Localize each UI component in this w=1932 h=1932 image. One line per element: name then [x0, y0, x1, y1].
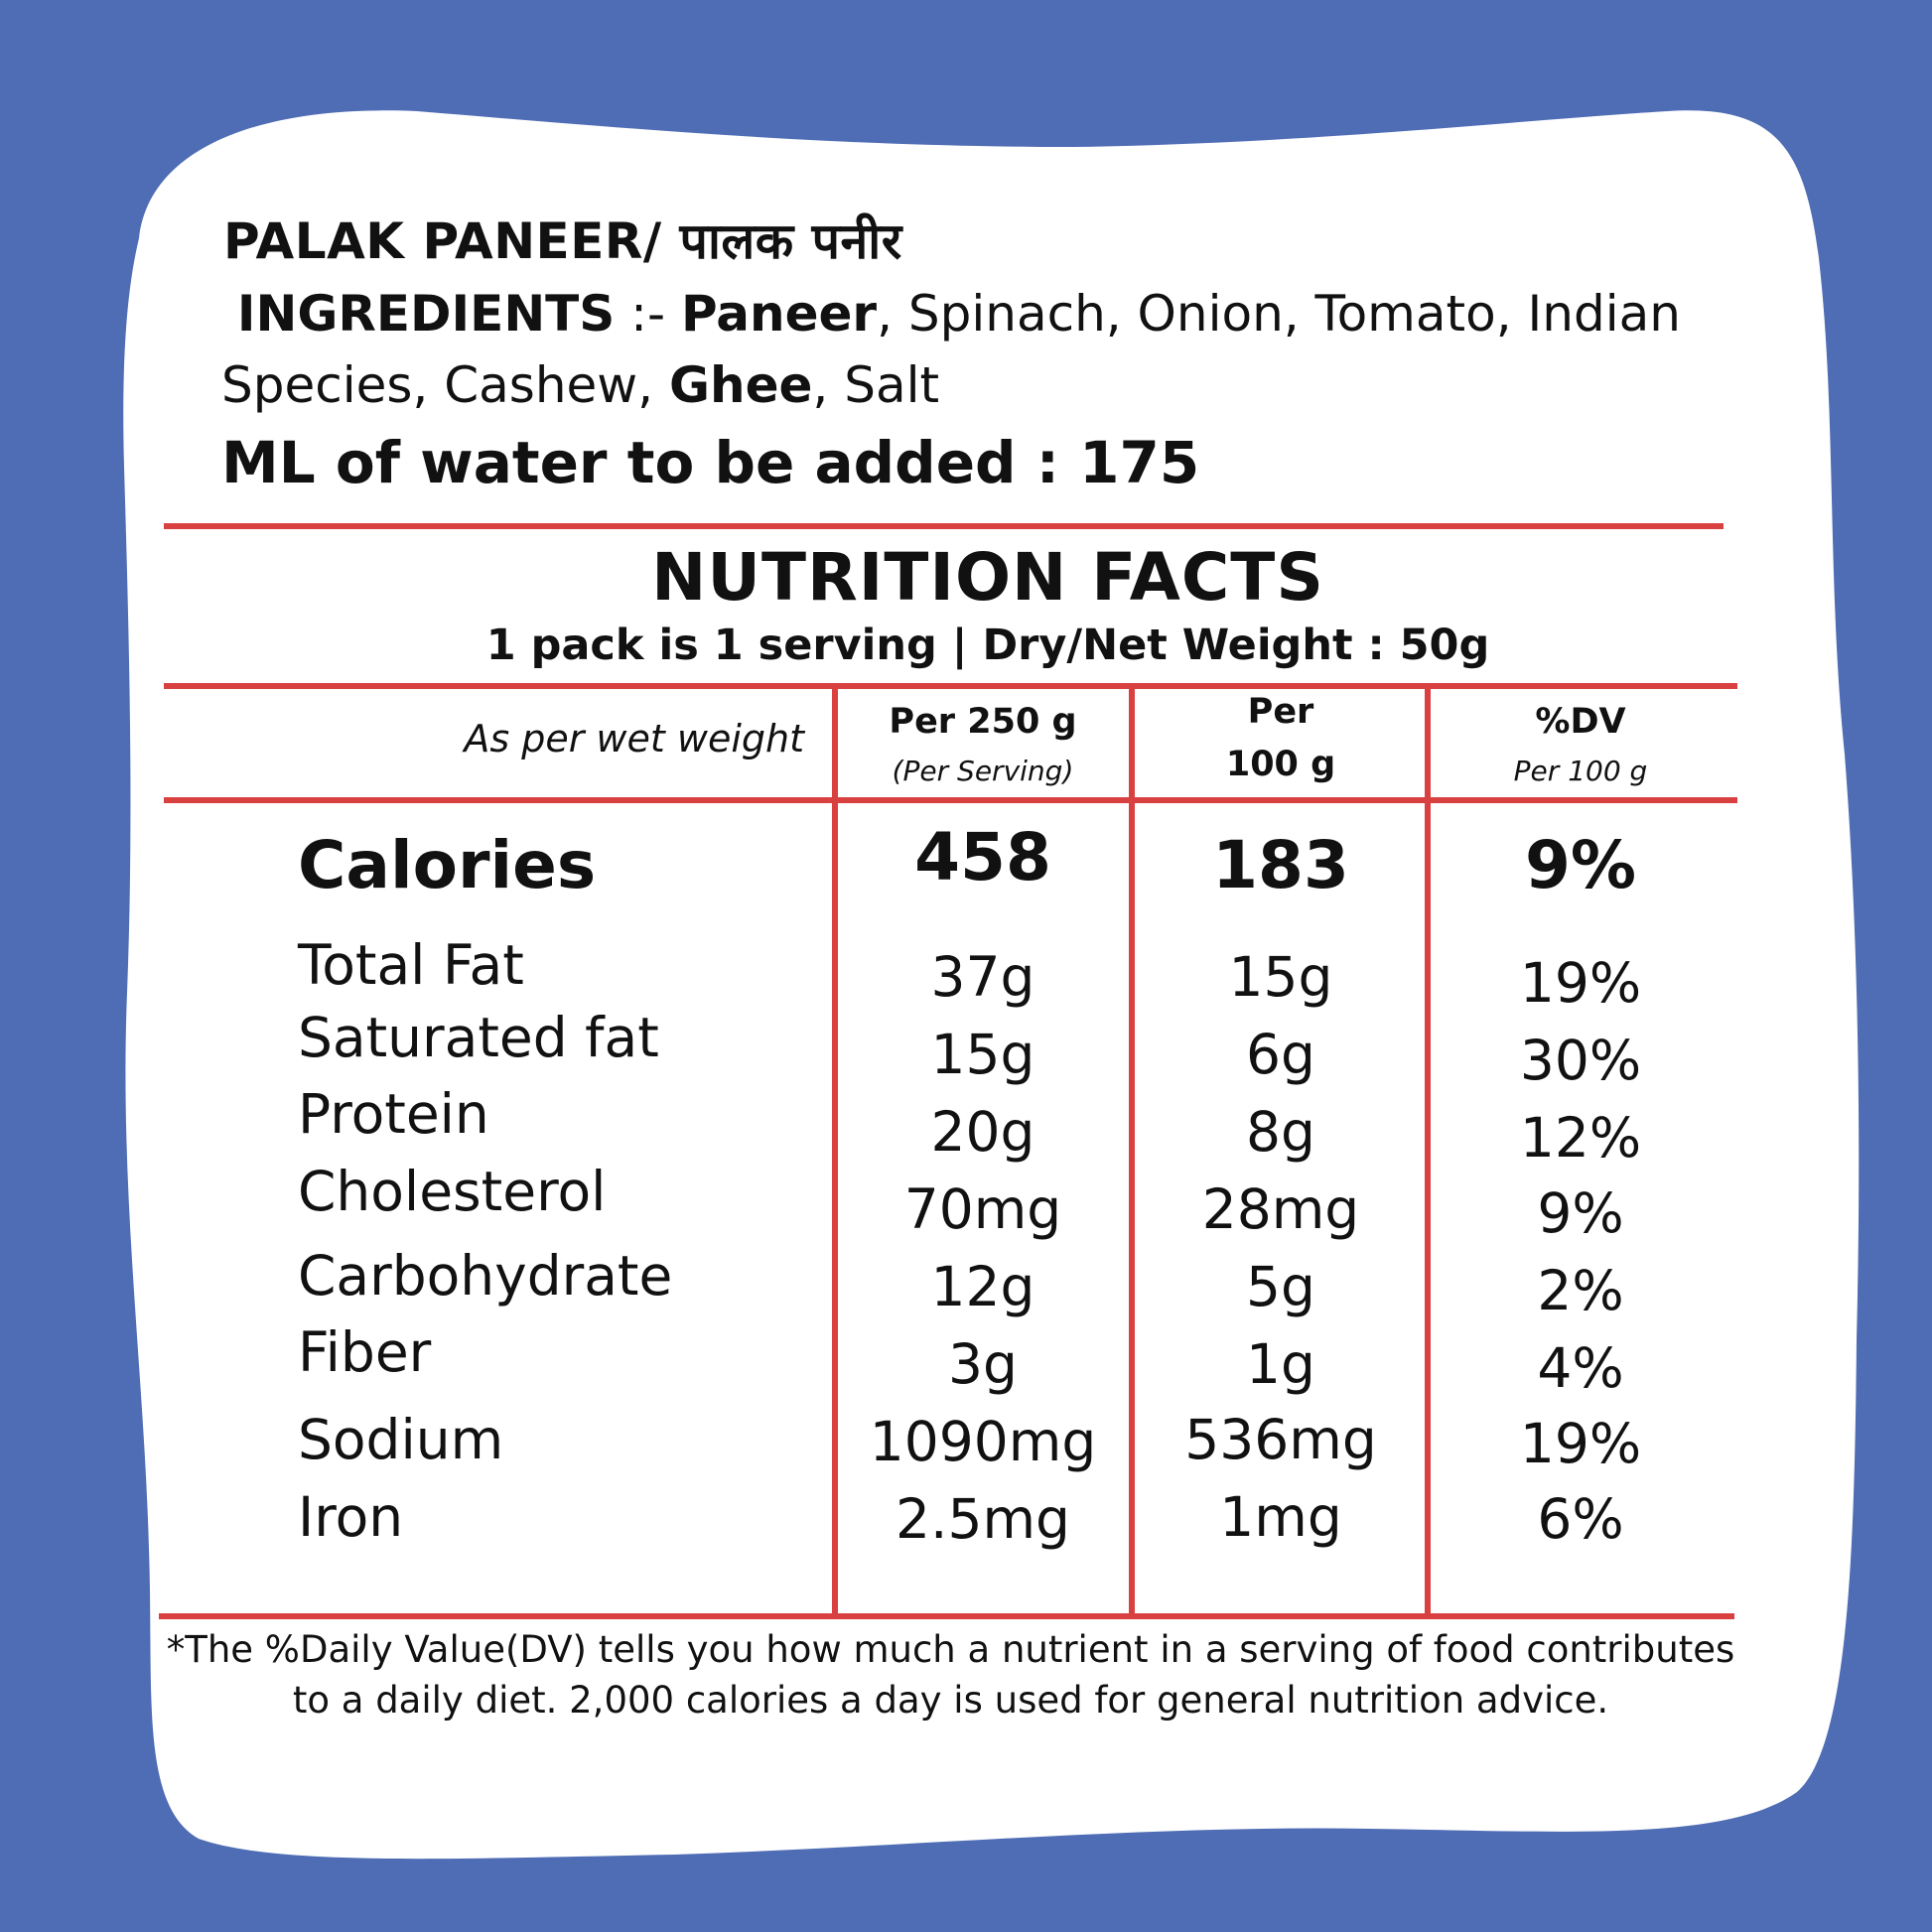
ingredients-text: INGREDIENTS :- Paneer, Spinach, Onion, T…: [221, 278, 1740, 421]
nutrient-per-100g: 15g: [1228, 945, 1333, 1009]
nutrient-per-100g: 6g: [1246, 1023, 1315, 1086]
nutrient-dv: 12%: [1519, 1106, 1642, 1170]
nutrient-dv: 19%: [1519, 1412, 1642, 1475]
nutrient-per-serving: 20g: [930, 1100, 1035, 1164]
nutrient-label: Cholesterol: [298, 1160, 607, 1223]
nutrient-label: Saturated fat: [298, 1006, 659, 1069]
ingredients-separator: :-: [615, 285, 681, 343]
basis-label: As per wet weight: [464, 717, 804, 760]
rule-top: [164, 523, 1724, 529]
product-title: PALAK PANEER/ पालक पनीर: [223, 212, 902, 270]
nutrient-label: Protein: [298, 1082, 489, 1146]
nutrient-per-100g: 536mg: [1184, 1408, 1377, 1471]
nutrient-label: Iron: [298, 1485, 404, 1549]
nutrient-per-serving: 1090mg: [869, 1410, 1097, 1473]
nutrient-per-serving: 70mg: [903, 1177, 1062, 1241]
nutrient-per-100g: 8g: [1246, 1100, 1315, 1164]
rule-header-top: [164, 683, 1737, 689]
calories-dv: 9%: [1524, 827, 1637, 903]
ingredient-ghee: Ghee: [668, 356, 813, 414]
nutrition-title: NUTRITION FACTS: [651, 539, 1324, 616]
nutrient-per-100g: 5g: [1246, 1255, 1315, 1318]
nutrient-label: Fiber: [298, 1320, 432, 1384]
calories-per-serving: 458: [914, 819, 1051, 896]
col-dv-subheader: Per 100 g: [1513, 755, 1648, 787]
col-per-serving-header: Per 250 g: [889, 702, 1077, 742]
nutrient-per-100g: 1mg: [1219, 1485, 1342, 1549]
nutrition-subtitle: 1 pack is 1 serving | Dry/Net Weight : 5…: [485, 621, 1490, 670]
nutrient-dv: 19%: [1519, 951, 1642, 1015]
nutrient-dv: 6%: [1537, 1487, 1624, 1551]
rule-header-bottom: [164, 797, 1737, 803]
ingredients-label: INGREDIENTS: [236, 285, 616, 343]
column-divider-3: [1425, 683, 1431, 1619]
calories-per-100g: 183: [1212, 827, 1349, 903]
nutrient-label: Sodium: [298, 1408, 504, 1471]
nutrient-per-serving: 37g: [930, 945, 1035, 1009]
dv-footnote: *The %Daily Value(DV) tells you how much…: [166, 1628, 1735, 1722]
nutrient-per-serving: 2.5mg: [896, 1487, 1070, 1551]
nutrient-dv: 2%: [1537, 1259, 1624, 1322]
nutrient-dv: 9%: [1537, 1181, 1624, 1245]
nutrient-dv: 30%: [1519, 1029, 1642, 1092]
nutrient-per-serving: 15g: [930, 1023, 1035, 1086]
col-dv-header: %DV: [1535, 702, 1626, 742]
nutrient-per-100g: 28mg: [1201, 1177, 1360, 1241]
nutrient-per-serving: 3g: [948, 1332, 1018, 1396]
nutrient-label: Total Fat: [298, 933, 524, 997]
col-per-100g-header-line2: 100 g: [1225, 745, 1336, 784]
ingredients-end: , Salt: [812, 356, 940, 414]
ingredients-list: , Spinach, Onion, Tomato, Indian Species…: [221, 285, 1681, 414]
nutrient-dv: 4%: [1537, 1336, 1624, 1400]
ingredient-paneer: Paneer: [680, 285, 878, 343]
column-divider-2: [1129, 683, 1135, 1619]
col-per-100g-header-line1: Per: [1247, 692, 1314, 732]
column-divider-1: [832, 683, 838, 1619]
water-instruction: ML of water to be added : 175: [221, 429, 1200, 496]
col-per-serving-subheader: (Per Serving): [892, 755, 1074, 787]
nutrient-per-100g: 1g: [1246, 1332, 1315, 1396]
nutrient-per-serving: 12g: [930, 1255, 1035, 1318]
nutrient-label: Carbohydrate: [298, 1244, 673, 1308]
rule-bottom: [159, 1613, 1734, 1619]
calories-label: Calories: [298, 827, 597, 903]
